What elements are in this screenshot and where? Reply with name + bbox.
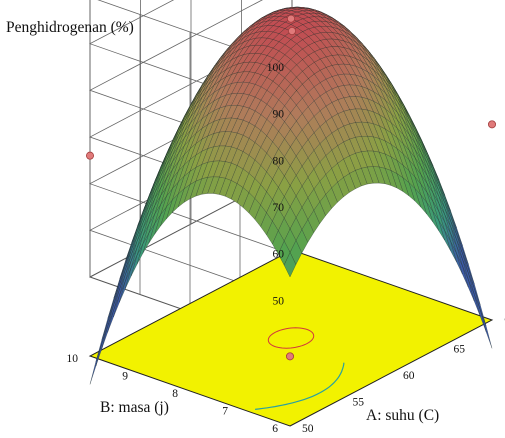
y-axis-title: B: masa (j) <box>100 399 169 416</box>
surface-cell <box>480 310 492 349</box>
x-tick-label: 60 <box>403 370 415 382</box>
design-point <box>286 353 293 360</box>
z-tick-label: 50 <box>273 295 285 307</box>
x-axis-title: A: suhu (C) <box>366 407 439 424</box>
z-tick-label: 70 <box>273 202 285 214</box>
z-tick-label: 80 <box>273 155 285 167</box>
z-tick-label: 90 <box>273 109 285 121</box>
y-tick-label: 10 <box>67 353 79 365</box>
design-point <box>287 15 294 22</box>
y-tick-label: 8 <box>172 388 178 400</box>
surface-cell <box>102 311 114 349</box>
y-tick-label: 6 <box>272 423 278 433</box>
z-tick-label: 100 <box>267 62 285 74</box>
surface-cell <box>108 290 120 327</box>
y-tick-label: 9 <box>122 371 128 383</box>
x-tick-label: 55 <box>353 397 365 409</box>
z-axis-title: Penghidrogenan (%) <box>6 19 134 36</box>
surface-cell <box>102 305 114 343</box>
design-point <box>288 27 295 34</box>
x-tick-label: 65 <box>454 344 466 356</box>
z-tick-label: 60 <box>273 249 285 261</box>
y-tick-label: 7 <box>222 406 228 418</box>
design-point <box>488 121 495 128</box>
design-point <box>86 152 93 159</box>
x-tick-label: 50 <box>302 423 314 433</box>
